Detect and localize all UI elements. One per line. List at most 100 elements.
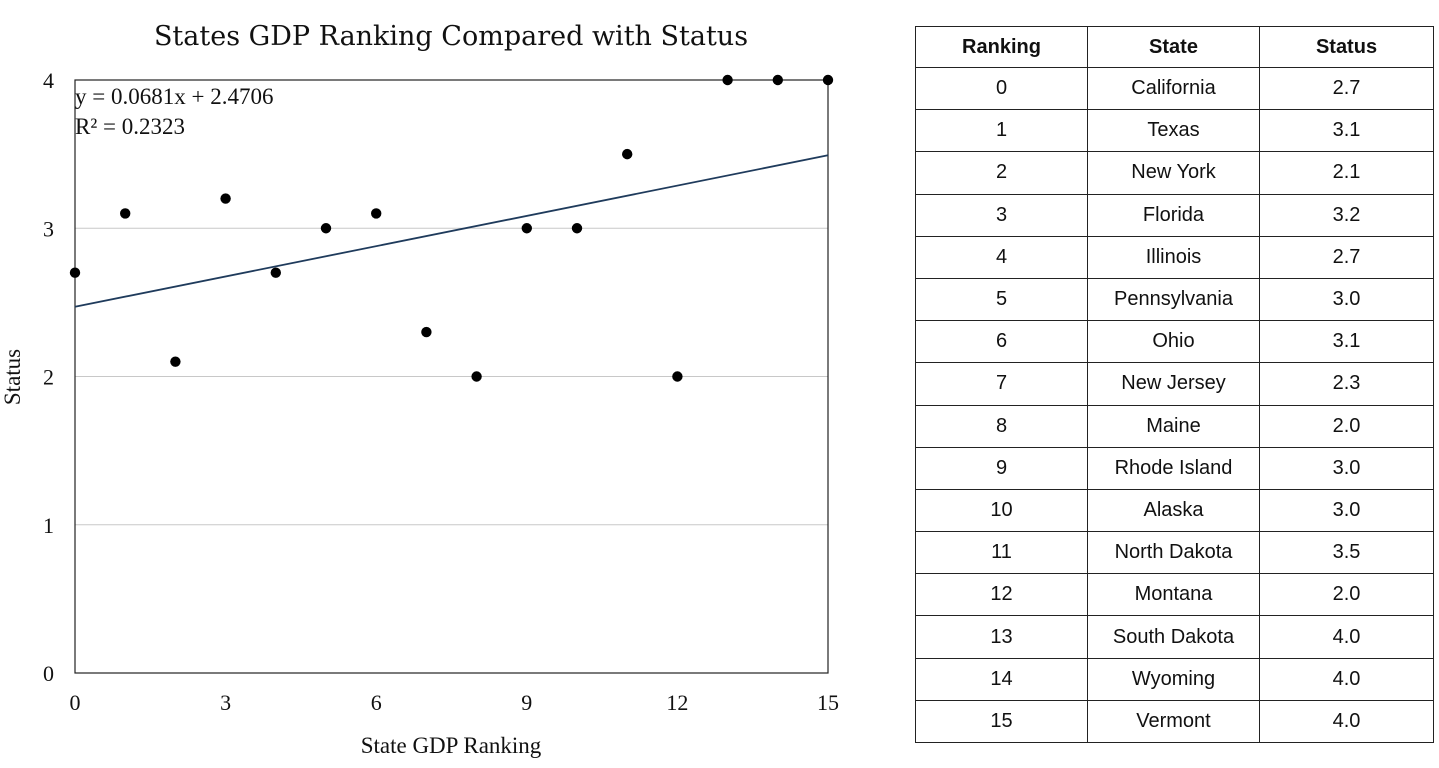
table-row: 9 Rhode Island 3.0 bbox=[915, 446, 1434, 490]
cell-ranking: 12 bbox=[915, 573, 1088, 617]
y-tick-label: 0 bbox=[43, 661, 54, 686]
cell-state: Montana bbox=[1087, 573, 1260, 617]
cell-ranking: 8 bbox=[915, 404, 1088, 448]
header-state: State bbox=[1087, 26, 1260, 68]
cell-state: California bbox=[1087, 66, 1260, 111]
cell-status: 3.0 bbox=[1259, 446, 1434, 490]
cell-ranking: 6 bbox=[915, 320, 1088, 364]
cell-status: 2.3 bbox=[1259, 362, 1434, 406]
cell-state: Ohio bbox=[1087, 320, 1260, 364]
table-row: 1 Texas 3.1 bbox=[915, 109, 1434, 153]
cell-ranking: 9 bbox=[915, 446, 1088, 490]
data-point bbox=[822, 74, 834, 86]
table-row: 8 Maine 2.0 bbox=[915, 404, 1434, 448]
table-row: 15 Vermont 4.0 bbox=[915, 699, 1434, 744]
cell-state: New York bbox=[1087, 151, 1260, 195]
cell-ranking: 10 bbox=[915, 488, 1088, 533]
y-tick-label: 4 bbox=[43, 68, 54, 93]
cell-ranking: 1 bbox=[915, 109, 1088, 153]
table-row: 3 Florida 3.2 bbox=[915, 193, 1434, 237]
x-tick-label: 9 bbox=[521, 690, 532, 715]
data-point bbox=[722, 74, 733, 86]
table-row: 6 Ohio 3.1 bbox=[915, 320, 1434, 364]
y-tick-label: 3 bbox=[43, 216, 54, 241]
data-point bbox=[571, 223, 583, 234]
plot-area-frame bbox=[74, 79, 829, 674]
data-point bbox=[120, 208, 131, 219]
table-header-row: Ranking State Status bbox=[915, 26, 1434, 68]
cell-status: 2.0 bbox=[1259, 573, 1434, 617]
table-row: 4 Illinois 2.7 bbox=[915, 235, 1434, 279]
cell-status: 3.5 bbox=[1259, 531, 1434, 575]
trendline bbox=[74, 154, 829, 308]
chart-title: States GDP Ranking Compared with Status bbox=[154, 21, 748, 52]
x-tick-label: 12 bbox=[666, 690, 688, 715]
cell-status: 3.0 bbox=[1259, 488, 1434, 533]
table-row: 7 New Jersey 2.3 bbox=[915, 362, 1434, 406]
cell-status: 3.1 bbox=[1259, 320, 1434, 364]
y-tick-label: 2 bbox=[43, 365, 54, 390]
cell-state: Vermont bbox=[1087, 699, 1260, 744]
cell-ranking: 14 bbox=[915, 657, 1088, 701]
data-point bbox=[421, 326, 432, 338]
data-point bbox=[471, 371, 482, 382]
data-table: Ranking State Status 0 California 2.7 1 Texa… bbox=[915, 26, 1434, 744]
cell-state: Pennsylvania bbox=[1087, 277, 1260, 322]
table-row: 5 Pennsylvania 3.0 bbox=[915, 277, 1434, 322]
data-point bbox=[772, 74, 783, 86]
cell-ranking: 5 bbox=[915, 277, 1088, 322]
table-row: 12 Montana 2.0 bbox=[915, 573, 1434, 617]
cell-ranking: 3 bbox=[915, 193, 1088, 237]
cell-state: Wyoming bbox=[1087, 657, 1260, 701]
x-tick-label: 0 bbox=[70, 690, 81, 715]
cell-state: Florida bbox=[1087, 193, 1260, 237]
cell-state: North Dakota bbox=[1087, 531, 1260, 575]
table-row: 11 North Dakota 3.5 bbox=[915, 531, 1434, 575]
r-squared-label: R² = 0.2323 bbox=[75, 114, 185, 139]
data-point bbox=[69, 267, 81, 278]
data-point bbox=[672, 371, 683, 382]
cell-ranking: 0 bbox=[915, 66, 1088, 111]
header-ranking: Ranking bbox=[915, 26, 1088, 68]
cell-status: 4.0 bbox=[1259, 699, 1434, 744]
table-row: 0 California 2.7 bbox=[915, 66, 1434, 111]
cell-status: 3.1 bbox=[1259, 109, 1434, 153]
cell-status: 2.7 bbox=[1259, 235, 1434, 279]
table-row: 2 New York 2.1 bbox=[915, 151, 1434, 195]
cell-state: Rhode Island bbox=[1087, 446, 1260, 490]
data-table-container: Ranking State Status 0 California 2.7 1 Texa… bbox=[915, 26, 1434, 744]
x-tick-label: 15 bbox=[817, 690, 839, 715]
cell-status: 3.2 bbox=[1259, 193, 1434, 237]
gridlines bbox=[75, 227, 828, 526]
header-status: Status bbox=[1259, 26, 1434, 68]
table-body: 0 California 2.7 1 Texas 3.1 2 New York 2.1 3 Flor… bbox=[915, 66, 1434, 744]
data-point bbox=[220, 193, 231, 204]
data-point bbox=[371, 208, 382, 219]
cell-status: 2.1 bbox=[1259, 151, 1434, 195]
data-point bbox=[170, 356, 181, 367]
y-axis-label: Status bbox=[0, 349, 25, 405]
x-tick-label: 6 bbox=[371, 690, 382, 715]
cell-state: New Jersey bbox=[1087, 362, 1260, 406]
table-row: 13 South Dakota 4.0 bbox=[915, 615, 1434, 659]
x-tick-labels: 0 3 6 9 12 15 bbox=[70, 690, 840, 715]
x-axis-label: State GDP Ranking bbox=[361, 733, 542, 758]
cell-ranking: 13 bbox=[915, 615, 1088, 659]
cell-status: 2.7 bbox=[1259, 66, 1434, 111]
table-row: 14 Wyoming 4.0 bbox=[915, 657, 1434, 701]
cell-status: 4.0 bbox=[1259, 615, 1434, 659]
cell-status: 3.0 bbox=[1259, 277, 1434, 322]
cell-ranking: 7 bbox=[915, 362, 1088, 406]
data-point bbox=[270, 267, 281, 278]
data-point bbox=[320, 223, 332, 234]
cell-status: 4.0 bbox=[1259, 657, 1434, 701]
data-point bbox=[622, 148, 633, 160]
cell-ranking: 15 bbox=[915, 699, 1088, 744]
cell-ranking: 11 bbox=[915, 531, 1088, 575]
data-points bbox=[69, 74, 834, 382]
scatter-chart: States GDP Ranking Compared with Status … bbox=[0, 21, 840, 758]
trendline-equation: y = 0.0681x + 2.4706 bbox=[75, 84, 273, 109]
cell-state: Texas bbox=[1087, 109, 1260, 153]
data-point bbox=[521, 223, 532, 234]
cell-ranking: 4 bbox=[915, 235, 1088, 279]
